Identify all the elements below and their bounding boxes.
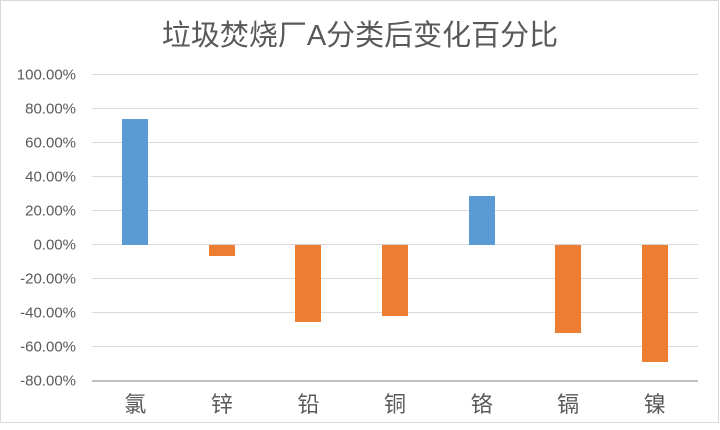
bar-copper (382, 245, 408, 316)
y-axis-tick-label: 80.00% (25, 100, 76, 118)
y-axis-tick-label: 40.00% (25, 168, 76, 186)
bar-nickel (641, 245, 668, 363)
x-axis-label-nickel: 镍 (643, 392, 666, 417)
gridline (92, 209, 698, 211)
gridline (92, 74, 698, 75)
y-axis-tick-label: -80.00% (20, 372, 76, 390)
gridline (92, 107, 698, 109)
bar-zinc (208, 245, 235, 257)
plot-area (92, 74, 698, 382)
x-axis-label-chromium: 铬 (470, 392, 493, 417)
y-axis-tick-label: -40.00% (20, 304, 76, 322)
bar-lead (295, 245, 322, 322)
y-axis-tick-label: 100.00% (16, 66, 76, 84)
y-axis-tick-label: -60.00% (20, 338, 76, 356)
x-axis: 氯锌铅铜铬镉镍 (92, 388, 698, 422)
gridline (92, 141, 698, 143)
y-axis-tick-label: 20.00% (25, 202, 76, 220)
y-axis-tick-label: -20.00% (20, 270, 76, 288)
chart-title: 垃圾焚烧厂A分类后变化百分比 (161, 20, 559, 52)
y-axis-tick-label: 60.00% (25, 134, 76, 152)
x-axis-label-copper: 铜 (384, 392, 407, 417)
y-axis: 100.00% 80.00% 60.00% 40.00% 20.00% 0.00% -20.… (0, 67, 76, 390)
x-axis-label-cadmium: 镉 (557, 392, 580, 417)
x-axis-label-lead: 铅 (297, 392, 320, 417)
gridline (92, 244, 698, 245)
bar-cadmium (555, 245, 582, 334)
y-axis-tick-label: 0.00% (33, 236, 76, 254)
gridline (92, 345, 698, 347)
x-axis-label-zinc: 锌 (210, 392, 233, 417)
bar-chlorine (122, 119, 149, 245)
x-axis-label-chlorine: 氯 (124, 392, 147, 417)
bar-chromium (468, 195, 495, 245)
bottom-axis-line (92, 380, 698, 382)
gridline (92, 175, 698, 177)
